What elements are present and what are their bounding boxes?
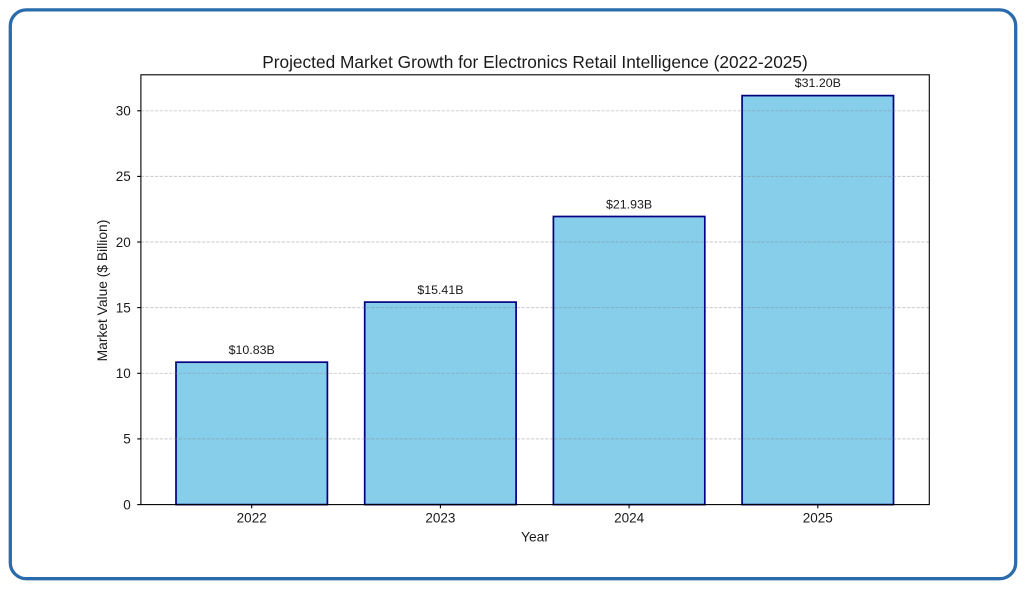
svg-text:Projected Market Growth for El: Projected Market Growth for Electronics … <box>262 52 808 72</box>
svg-text:30: 30 <box>116 104 131 119</box>
svg-text:Year: Year <box>521 530 549 545</box>
svg-text:2022: 2022 <box>237 510 267 525</box>
svg-text:$21.93B: $21.93B <box>606 197 652 211</box>
svg-text:20: 20 <box>116 235 131 250</box>
svg-text:$15.41B: $15.41B <box>417 283 463 297</box>
svg-text:2024: 2024 <box>614 510 645 525</box>
svg-text:$31.20B: $31.20B <box>795 76 841 90</box>
svg-text:0: 0 <box>123 497 131 512</box>
svg-text:2025: 2025 <box>803 510 833 525</box>
svg-text:15: 15 <box>116 300 131 315</box>
svg-text:2023: 2023 <box>425 510 455 525</box>
svg-text:Market Value ($ Billion): Market Value ($ Billion) <box>95 220 110 362</box>
svg-text:$10.83B: $10.83B <box>229 343 275 357</box>
svg-text:5: 5 <box>123 432 131 447</box>
svg-text:25: 25 <box>116 169 131 184</box>
svg-text:10: 10 <box>116 366 131 381</box>
